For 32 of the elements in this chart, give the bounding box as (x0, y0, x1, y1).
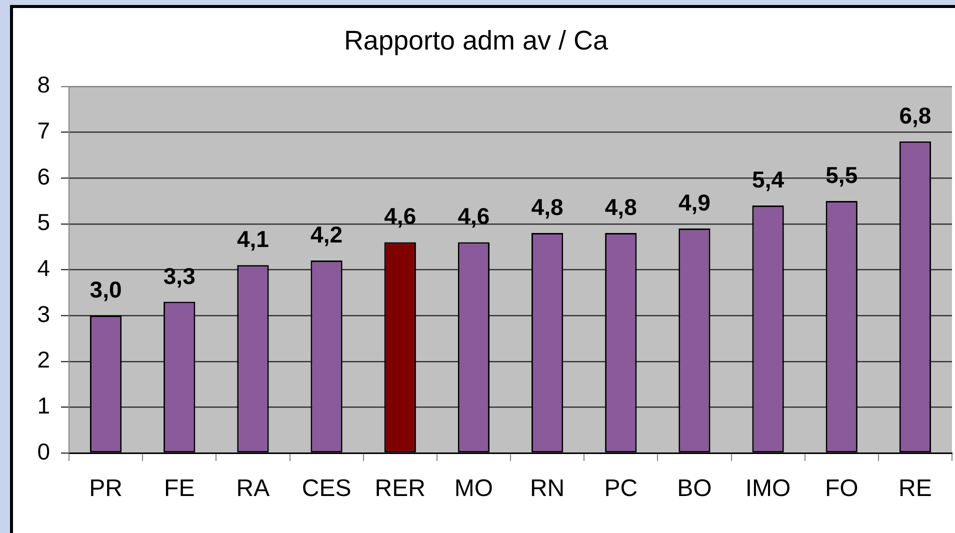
y-tick-label: 1 (37, 392, 50, 419)
x-tick-label: FE (164, 475, 195, 502)
y-tick-label: 0 (37, 438, 50, 464)
data-label: 4,6 (458, 203, 490, 230)
x-tick-label: PR (89, 475, 122, 502)
y-tick-label: 4 (37, 255, 50, 282)
y-tick-label: 2 (37, 346, 50, 373)
data-label: 6,8 (899, 102, 932, 128)
y-tick-label: 3 (37, 300, 50, 327)
x-tick-label: RE (898, 475, 932, 502)
x-tick-label: BO (677, 475, 712, 502)
data-label: 4,6 (384, 203, 416, 230)
x-tick-label: MO (454, 475, 494, 502)
x-tick-label: FO (824, 475, 858, 502)
chart-title: Rapporto adm av / Ca (344, 26, 610, 56)
data-label: 4,2 (310, 222, 343, 248)
x-tick-label: RN (530, 475, 565, 502)
data-label: 3,0 (90, 276, 122, 303)
y-tick-label: 8 (37, 72, 50, 98)
x-tick-label: RER (374, 475, 426, 502)
data-label: 4,8 (604, 194, 638, 220)
data-label: 3,3 (163, 262, 196, 289)
x-tick-label: CES (302, 475, 352, 502)
x-tick-label: RA (236, 475, 270, 502)
x-tick-label: IMO (745, 475, 791, 502)
y-tick-label: 6 (37, 163, 50, 190)
x-tick-label: PC (604, 475, 638, 502)
data-label: 4,8 (531, 194, 564, 220)
data-label: 4,9 (678, 189, 710, 216)
y-tick-label: 5 (37, 209, 50, 236)
data-label: 4,1 (236, 226, 270, 252)
y-tick-label: 7 (37, 118, 50, 144)
